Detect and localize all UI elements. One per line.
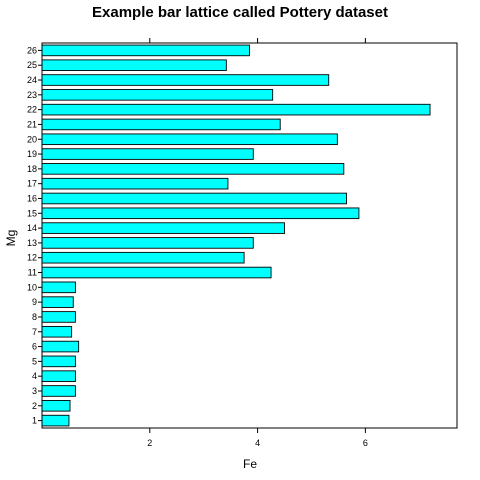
y-tick-label-14: 14 xyxy=(27,223,37,233)
y-tick-label-19: 19 xyxy=(27,149,37,159)
y-tick-label-2: 2 xyxy=(32,401,37,411)
bar-22 xyxy=(41,103,431,116)
chart-title: Example bar lattice called Pottery datas… xyxy=(92,4,388,21)
y-tick-label-17: 17 xyxy=(27,179,37,189)
y-tick-label-3: 3 xyxy=(32,386,37,396)
bar-13 xyxy=(41,237,254,249)
bar-1 xyxy=(41,414,70,427)
bar-11 xyxy=(41,266,272,279)
y-tick-label-26: 26 xyxy=(27,45,37,55)
y-tick-label-21: 21 xyxy=(27,119,37,129)
bar-9 xyxy=(41,296,74,308)
y-tick-label-18: 18 xyxy=(27,164,37,174)
y-tick-label-11: 11 xyxy=(28,268,37,278)
bar-7 xyxy=(41,325,73,338)
bar-17 xyxy=(41,177,229,190)
y-tick-label-6: 6 xyxy=(32,342,37,352)
bar-2 xyxy=(41,400,71,412)
bar-24 xyxy=(41,74,330,86)
y-tick-label-23: 23 xyxy=(27,90,37,100)
bar-21 xyxy=(41,118,281,131)
x-tick-label-2: 2 xyxy=(147,438,152,448)
bar-10 xyxy=(41,281,76,294)
y-tick-label-7: 7 xyxy=(32,327,37,337)
y-tick-label-15: 15 xyxy=(27,208,37,218)
y-tick-label-24: 24 xyxy=(27,75,37,85)
bar-3 xyxy=(41,385,76,397)
bar-26 xyxy=(41,44,250,57)
y-axis-label: Mg xyxy=(4,230,18,247)
y-tick-label-25: 25 xyxy=(27,60,37,70)
plot-frame xyxy=(41,42,458,429)
bar-15 xyxy=(41,207,360,220)
bar-12 xyxy=(41,251,245,264)
y-tick-label-9: 9 xyxy=(32,297,37,307)
x-axis-label: Fe xyxy=(243,457,257,471)
bar-19 xyxy=(41,148,254,160)
y-tick-label-16: 16 xyxy=(27,193,37,203)
y-tick-label-12: 12 xyxy=(27,253,37,263)
y-tick-label-22: 22 xyxy=(27,105,37,115)
bar-8 xyxy=(41,311,76,323)
bar-16 xyxy=(41,192,347,205)
x-tick-label-6: 6 xyxy=(363,438,368,448)
bar-6 xyxy=(41,340,80,353)
bar-5 xyxy=(41,355,76,368)
y-tick-label-5: 5 xyxy=(32,356,37,366)
x-tick-label-4: 4 xyxy=(255,438,260,448)
bar-23 xyxy=(41,89,274,101)
bar-14 xyxy=(41,222,285,234)
y-tick-label-1: 1 xyxy=(32,416,37,426)
y-tick-label-8: 8 xyxy=(32,312,37,322)
bar-4 xyxy=(41,370,76,382)
plot-area: 1234567891011121314151617181920212223242… xyxy=(27,38,458,448)
bar-20 xyxy=(41,133,338,146)
y-tick-label-10: 10 xyxy=(27,282,37,292)
y-tick-label-20: 20 xyxy=(27,134,37,144)
y-tick-label-13: 13 xyxy=(27,238,37,248)
y-tick-label-4: 4 xyxy=(32,371,37,381)
bar-25 xyxy=(41,59,227,71)
bar-18 xyxy=(41,163,345,175)
